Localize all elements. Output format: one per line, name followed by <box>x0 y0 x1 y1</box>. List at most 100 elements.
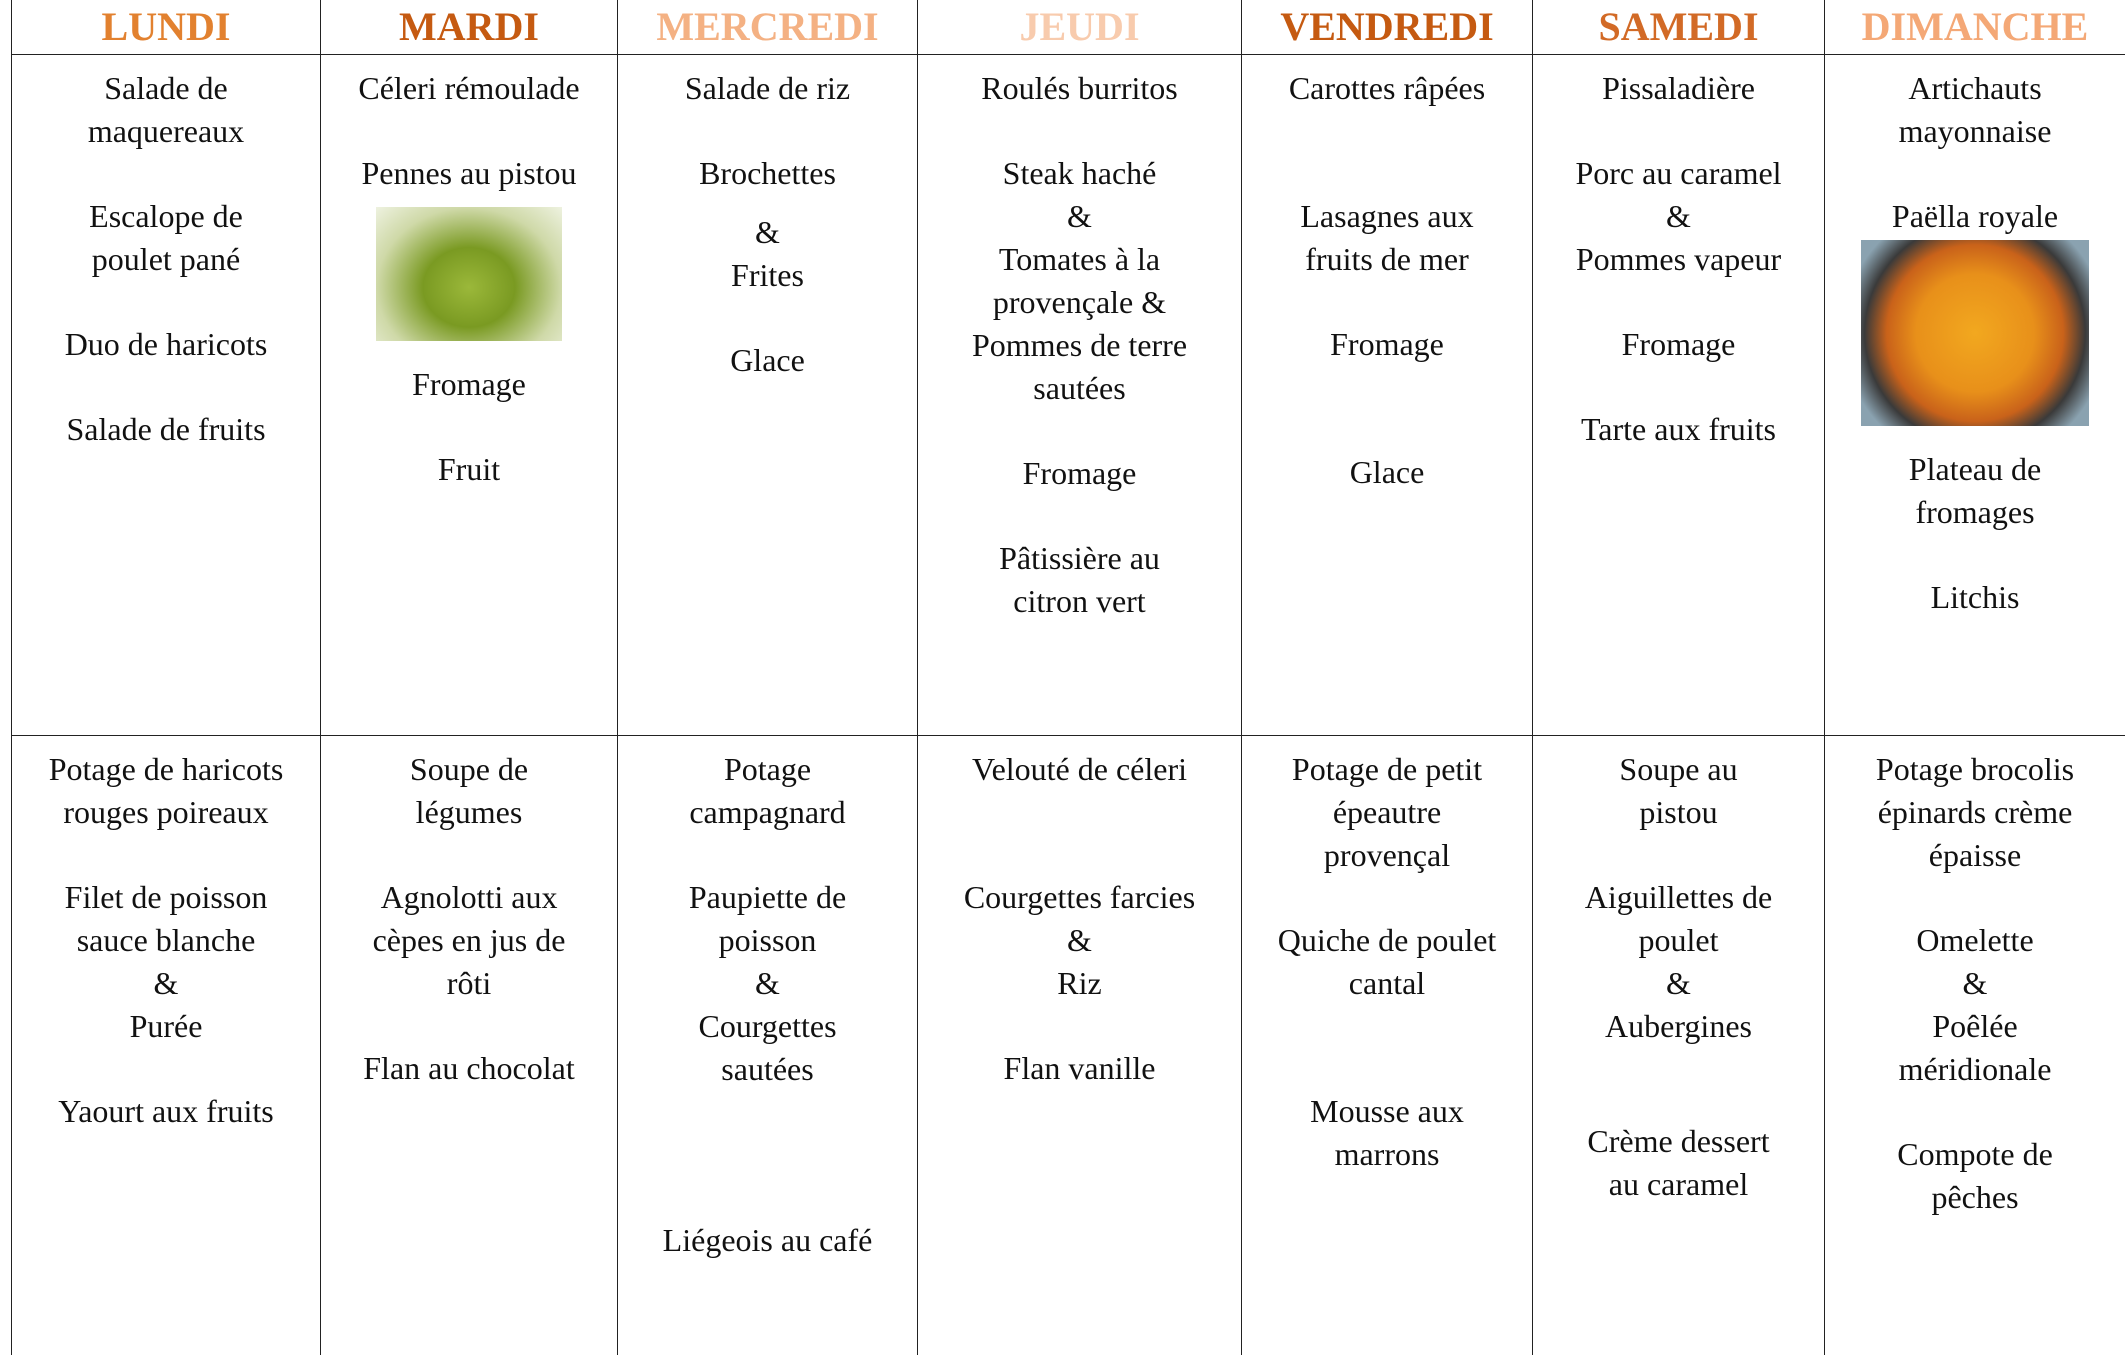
dish-line: Purée <box>129 1008 203 1044</box>
dish-line: poisson <box>718 922 817 958</box>
dish-line: fromages <box>1915 494 2035 530</box>
dish: Glace <box>1242 451 1532 494</box>
dish: Salade de riz <box>618 67 917 110</box>
cell-content: Carottes râpées Lasagnes aux fruits de mer… <box>1242 55 1532 494</box>
day-header: LUNDI <box>11 0 321 55</box>
dish-line: Escalope de <box>89 198 243 234</box>
dish-line: Paupiette de <box>688 879 847 915</box>
dish-line: provençal <box>1323 837 1451 873</box>
dish-line: Fromage <box>1621 326 1736 362</box>
day-cell: Carottes râpées Lasagnes aux fruits de mer… <box>1241 54 1533 736</box>
dish-line: pêches <box>1931 1179 2019 1215</box>
dish-line: méridionale <box>1898 1051 2052 1087</box>
menu-row: Salade de maquereaux Escalope de poulet pan… <box>11 54 2125 736</box>
dish: Fromage <box>1533 323 1824 366</box>
dish-line: mayonnaise <box>1898 113 2052 149</box>
dish: Paupiette de poisson & Courgettes sautées <box>618 876 917 1091</box>
menu-body: LUNDI MARDI MERCREDI JEUDI VENDREDI SAMEDI DIM… <box>11 0 2125 1355</box>
day-cell: Salade de maquereaux Escalope de poulet pan… <box>11 54 321 736</box>
dish-line: Riz <box>1057 965 1102 1001</box>
dish-line: Roulés burritos <box>981 70 1178 106</box>
dish: Duo de haricots <box>12 323 320 366</box>
dish: Soupe au pistou <box>1533 748 1824 834</box>
day-cell: Soupe de légumes Agnolotti aux cèpes en jus… <box>320 735 618 1355</box>
dish-line: Fromage <box>1022 455 1137 491</box>
dish-line: Porc au caramel <box>1575 155 1782 191</box>
dish: Crème dessert au caramel <box>1533 1120 1824 1206</box>
cell-content: Soupe au pistou Aiguillettes de poulet & Aube… <box>1533 736 1824 1206</box>
dish: Plateau de fromages <box>1825 448 2125 534</box>
dish: Soupe de légumes <box>321 748 617 834</box>
dish-line: Duo de haricots <box>64 326 268 362</box>
dish: Fromage <box>1242 323 1532 366</box>
dish-line: & <box>755 965 780 1001</box>
dish-line: Soupe de <box>409 751 529 787</box>
day-cell: Velouté de céleri Courgettes farcies & Riz F… <box>917 735 1242 1355</box>
dish-line: Fruit <box>437 451 501 487</box>
dish: Salade de maquereaux <box>12 67 320 153</box>
dish-line: Salade de <box>104 70 228 106</box>
dish-line: provençale & <box>992 284 1167 320</box>
dish: Fromage <box>321 363 617 406</box>
dish-line: & <box>1067 198 1092 234</box>
dish-line: Velouté de céleri <box>972 751 1187 787</box>
dish-line: Brochettes <box>699 155 836 191</box>
cell-content: Velouté de céleri Courgettes farcies & Riz F… <box>918 736 1241 1090</box>
dish-line: Aiguillettes de <box>1584 879 1773 915</box>
day-header: MERCREDI <box>617 0 918 55</box>
dish: Fruit <box>321 448 617 491</box>
dish-line: Potage de haricots <box>48 751 284 787</box>
dish: Flan vanille <box>918 1047 1241 1090</box>
dish-line: Pommes de terre <box>971 327 1188 363</box>
dish: Tarte aux fruits <box>1533 408 1824 451</box>
dish: Litchis <box>1825 576 2125 619</box>
pasta-image <box>376 207 562 341</box>
dish-line: cantal <box>1348 965 1426 1001</box>
dish: Potage campagnard <box>618 748 917 834</box>
dish: Velouté de céleri <box>918 748 1241 791</box>
cell-content: Potage de haricots rouges poireaux Filet d… <box>12 736 320 1133</box>
dish-line: légumes <box>415 794 523 830</box>
day-header: SAMEDI <box>1532 0 1825 55</box>
dish-line: épeautre <box>1332 794 1442 830</box>
day-cell: Salade de riz Brochettes & Frites Glace <box>617 54 918 736</box>
dish-line: & <box>1067 922 1092 958</box>
day-cell: Potage campagnard Paupiette de poisson & Cour… <box>617 735 918 1355</box>
dish: Roulés burritos <box>918 67 1241 110</box>
dish-line: Filet de poisson <box>64 879 268 915</box>
dish-line: Yaourt aux fruits <box>58 1093 274 1129</box>
dish-line: Steak haché <box>1002 155 1157 191</box>
dish: Potage de petit épeautre provençal <box>1242 748 1532 877</box>
dish-line: Courgettes farcies <box>963 879 1196 915</box>
dish-line: & <box>1666 965 1691 1001</box>
dish-line: Quiche de poulet <box>1277 922 1497 958</box>
dish: Potage brocolis épinards crème épaisse <box>1825 748 2125 877</box>
dish-line: rôti <box>446 965 492 1001</box>
dish: Paëlla royale <box>1825 195 2125 238</box>
day-cell: Pissaladière Porc au caramel & Pommes vapeu… <box>1532 54 1825 736</box>
dish-line: Courgettes <box>698 1008 837 1044</box>
dish: Pissaladière <box>1533 67 1824 110</box>
dish-line: Aubergines <box>1605 1008 1752 1044</box>
dish: Courgettes farcies & Riz <box>918 876 1241 1005</box>
dish-line: Soupe au <box>1619 751 1738 787</box>
dish-line: Pâtissière au <box>999 540 1160 576</box>
dish: Quiche de poulet cantal <box>1242 919 1532 1005</box>
dish-line: Fromage <box>412 366 526 402</box>
dish: Carottes râpées <box>1242 67 1532 110</box>
dish-line: Salade de fruits <box>66 411 266 447</box>
cell-content: Potage brocolis épinards crème épaisse Omel… <box>1825 736 2125 1219</box>
dish-line: poulet pané <box>91 241 241 277</box>
dish: Agnolotti aux cèpes en jus de rôti <box>321 876 617 1005</box>
dish-line: Tomates à la <box>998 241 1161 277</box>
dish-line: Tarte aux fruits <box>1580 411 1776 447</box>
dish-line: Plateau de <box>1908 451 2042 487</box>
dish-line: Céleri rémoulade <box>358 70 580 106</box>
dish: Compote de pêches <box>1825 1133 2125 1219</box>
dish-line: épinards crème <box>1877 794 2073 830</box>
dish-line: & <box>755 214 780 251</box>
dish-line: épaisse <box>1928 837 2022 873</box>
dish-line: sautées <box>721 1051 814 1087</box>
cell-content: Pissaladière Porc au caramel & Pommes vapeu… <box>1533 55 1824 451</box>
dish-line: Glace <box>1349 454 1425 490</box>
